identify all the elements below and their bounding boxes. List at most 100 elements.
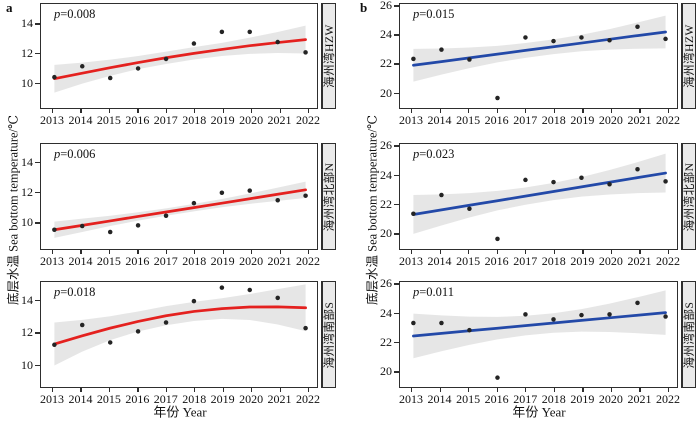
data-point	[275, 295, 280, 301]
x-tick-label: 2013	[399, 113, 423, 127]
x-tick-label: 2013	[40, 254, 64, 268]
x-tick-label: 2013	[399, 254, 423, 268]
x-tick-mark	[553, 109, 555, 113]
plot-panel-b2: p=0.023	[399, 143, 678, 250]
x-tick-mark	[668, 109, 670, 113]
x-tick-label: 2018	[541, 113, 566, 127]
data-point	[607, 181, 612, 187]
x-tick-label: 2017	[513, 392, 538, 406]
x-tick-label: 2019	[570, 254, 595, 268]
data-point	[52, 342, 57, 348]
x-tick-mark	[610, 109, 613, 113]
x-tick-label: 2013	[399, 392, 423, 406]
y-tick-mark	[35, 192, 40, 194]
y-tick-mark	[394, 174, 399, 176]
x-tick-label: 2019	[210, 254, 235, 268]
y-tick-label: 14	[21, 292, 33, 307]
y-tick-label: 22	[380, 56, 392, 71]
y-tick-mark	[35, 162, 40, 164]
facet-strip-b2: 海州湾北部N	[681, 143, 696, 250]
x-tick-label: 2015	[456, 113, 481, 127]
data-point	[163, 213, 169, 218]
x-tick-label: 2016	[125, 113, 150, 127]
data-point	[163, 56, 169, 62]
y-tick-label: 10	[21, 76, 33, 91]
x-tick-label: 2017	[513, 254, 538, 268]
x-tick-mark	[468, 250, 470, 254]
facet-strip-b3: 海州湾南部S	[681, 281, 696, 388]
x-tick-label: 2020	[598, 392, 623, 406]
facet-strip-a3: 海州湾南部S	[321, 281, 336, 388]
x-tick-label: 2020	[598, 113, 623, 127]
x-tick-label: 2022	[656, 392, 680, 406]
panel-canvas-a1	[52, 25, 308, 93]
x-tick-mark	[668, 250, 670, 254]
data-point	[135, 223, 141, 228]
y-tick-label: 20	[380, 364, 392, 379]
data-point	[135, 329, 141, 334]
trend-line	[412, 30, 667, 67]
data-point	[191, 41, 197, 46]
x-tick-label: 2016	[484, 392, 509, 406]
facet-strip-label: 海州湾南部S	[684, 301, 696, 368]
facet-strip-label: 海州湾北部N	[324, 162, 336, 231]
data-point	[523, 177, 528, 183]
data-point	[275, 39, 280, 45]
x-tick-mark	[194, 388, 196, 392]
data-point	[191, 200, 197, 206]
x-tick-mark	[52, 250, 54, 254]
x-tick-label: 2020	[239, 113, 264, 127]
facet-strip-a1: 海州湾HZW	[321, 3, 336, 109]
x-tick-label: 2021	[627, 113, 652, 127]
data-point	[52, 74, 57, 80]
x-tick-label: 2020	[598, 254, 623, 268]
data-point	[219, 190, 225, 196]
x-tick-mark	[279, 250, 281, 254]
y-tick-label: 26	[380, 138, 392, 153]
x-tick-mark	[222, 250, 224, 254]
data-point	[107, 340, 113, 345]
y-tick-mark	[394, 34, 399, 36]
data-point	[579, 312, 584, 318]
data-point	[467, 57, 472, 62]
x-tick-mark	[582, 109, 584, 113]
data-point	[579, 175, 584, 181]
x-tick-mark	[52, 388, 54, 392]
x-tick-label: 2013	[40, 113, 64, 127]
y-tick-mark	[394, 283, 399, 285]
x-tick-label: 2019	[570, 113, 595, 127]
x-tick-mark	[308, 250, 310, 254]
panel-letter-b: b	[360, 0, 368, 15]
p-symbol: p	[54, 7, 61, 21]
x-tick-mark	[194, 250, 196, 254]
x-tick-label: 2014	[68, 254, 93, 268]
x-tick-label: 2015	[96, 392, 121, 406]
data-point	[467, 327, 472, 333]
x-tick-mark	[525, 109, 527, 113]
x-tick-mark	[222, 388, 224, 392]
x-tick-label: 2013	[40, 392, 64, 406]
x-tick-label: 2017	[153, 392, 178, 406]
x-tick-mark	[137, 250, 139, 254]
p-value-label: p=0.023	[413, 147, 455, 161]
plot-panel-a2: p=0.006	[40, 143, 318, 250]
y-tick-label: 20	[380, 226, 392, 241]
x-tick-mark	[582, 250, 584, 254]
x-tick-mark	[525, 250, 527, 254]
x-tick-label: 2022	[296, 392, 320, 406]
p-value-label: p=0.006	[54, 147, 96, 161]
trend-line	[412, 311, 667, 338]
x-tick-mark	[439, 388, 441, 392]
x-tick-label: 2021	[267, 392, 292, 406]
data-point	[523, 312, 528, 317]
data-point	[303, 325, 308, 331]
x-tick-label: 2022	[296, 113, 320, 127]
y-tick-mark	[394, 204, 399, 206]
data-point	[191, 298, 197, 304]
data-point	[52, 227, 57, 233]
x-tick-mark	[194, 109, 196, 113]
data-point	[607, 312, 612, 317]
x-tick-label: 2021	[627, 392, 652, 406]
y-tick-mark	[394, 233, 399, 235]
